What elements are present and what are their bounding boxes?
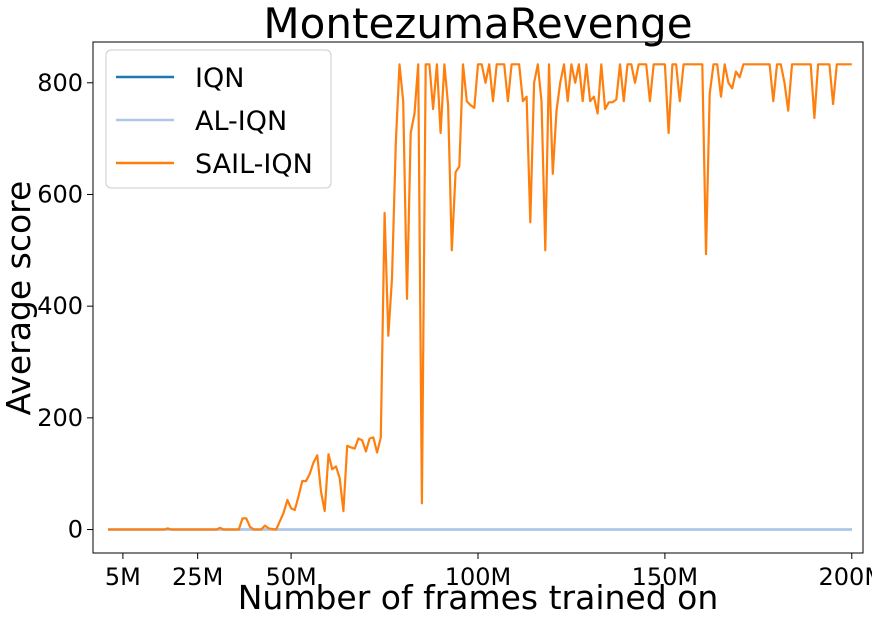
y-tick-label: 600: [37, 180, 83, 208]
x-tick-label: 50M: [265, 563, 316, 591]
x-axis: 5M 25M 50M 100M 150M 200M: [105, 553, 872, 591]
x-tick-label: 100M: [445, 563, 512, 591]
y-tick-label: 800: [37, 69, 83, 97]
chart-title: MontezumaRevenge: [263, 0, 692, 48]
x-tick-label: 200M: [819, 563, 872, 591]
legend-label-sail-iqn: SAIL-IQN: [195, 149, 313, 180]
y-axis: 0 200 400 600 800: [37, 69, 93, 544]
x-tick-label: 25M: [172, 563, 223, 591]
y-tick-label: 400: [37, 292, 83, 320]
legend-label-iqn: IQN: [195, 63, 244, 94]
legend-box: [105, 49, 332, 189]
y-axis-label: Average score: [0, 181, 38, 416]
x-tick-label: 150M: [632, 563, 699, 591]
legend-label-al-iqn: AL-IQN: [195, 106, 287, 137]
x-axis-label: Number of frames trained on: [238, 578, 719, 617]
series-layer: [108, 63, 852, 531]
legend: IQN AL-IQN SAIL-IQN: [105, 49, 332, 189]
y-tick-label: 0: [68, 516, 83, 544]
y-tick-label: 200: [37, 404, 83, 432]
series-line-sail-iqn: [108, 63, 852, 531]
x-tick-label: 5M: [105, 563, 141, 591]
